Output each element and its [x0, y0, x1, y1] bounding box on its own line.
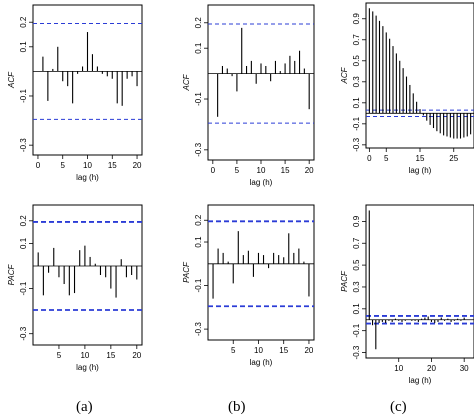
y-tick-label: -0.1 [19, 281, 28, 295]
x-tick-label: 15 [281, 166, 290, 175]
y-tick-label: 0.7 [352, 34, 361, 46]
y-axis-title: PACF [340, 270, 349, 292]
y-tick-label: 0.3 [352, 281, 361, 293]
x-tick-label: 25 [449, 154, 458, 163]
y-tick-label: -0.1 [194, 92, 203, 106]
y-tick-label: 0.7 [352, 237, 361, 249]
x-axis-title: lag (h) [409, 166, 432, 175]
x-tick-label: 20 [305, 166, 314, 175]
x-tick-label: 30 [460, 364, 469, 373]
x-tick-label: 10 [394, 364, 403, 373]
y-tick-label: 0.1 [19, 237, 28, 249]
plot-frame [207, 204, 315, 341]
y-tick-label: 0.9 [352, 13, 361, 25]
x-tick-label: 0 [367, 154, 372, 163]
a-pacf-chart: 5 10 15 20 -0.3 -0.1 0.1 0.2 lag (h) PACF [7, 204, 143, 372]
y-tick-label: -0.1 [19, 89, 28, 103]
y-tick-label: -0.3 [19, 326, 28, 340]
y-tick-label: 0.3 [352, 76, 361, 88]
y-tick-label: 0.2 [194, 17, 203, 29]
plot-frame [207, 4, 315, 161]
x-tick-label: 10 [254, 346, 263, 355]
x-tick-label: 15 [106, 351, 115, 360]
panel-label-b: (b) [228, 399, 246, 415]
x-tick-label: 20 [132, 351, 141, 360]
x-tick-label: 20 [304, 346, 313, 355]
x-tick-label: 5 [61, 161, 66, 170]
y-axis-title: ACF [340, 66, 349, 84]
panel-label-c: (c) [390, 399, 407, 415]
x-tick-label: 10 [257, 166, 266, 175]
x-tick-label: 15 [279, 346, 288, 355]
x-tick-label: 5 [57, 351, 62, 360]
y-axis-title: ACF [7, 71, 16, 89]
y-tick-label: 0.1 [19, 41, 28, 53]
plot-frame [365, 204, 474, 359]
x-tick-label: 0 [211, 166, 216, 175]
b-acf-chart: 0 5 10 15 20 -0.3 -0.1 0.1 0.2 lag (h) ACF [182, 4, 315, 187]
y-axis-title: ACF [182, 73, 191, 91]
x-tick-label: 10 [80, 351, 89, 360]
y-tick-label: 0.1 [352, 97, 361, 109]
x-axis-title: lag (h) [250, 178, 273, 187]
y-tick-label: 0.1 [352, 303, 361, 315]
x-axis-title: lag (h) [76, 173, 99, 182]
x-tick-label: 10 [83, 161, 92, 170]
x-tick-label: 0 [36, 161, 41, 170]
y-tick-label: 0.5 [352, 259, 361, 271]
y-tick-label: -0.3 [194, 322, 203, 336]
x-tick-label: 20 [427, 364, 436, 373]
y-tick-label: -0.3 [19, 138, 28, 152]
x-tick-label: 5 [235, 166, 240, 175]
y-tick-label: -0.1 [352, 116, 361, 130]
y-tick-label: -0.3 [352, 137, 361, 151]
y-tick-label: 0.9 [352, 215, 361, 227]
b-pacf-chart: 5 10 15 20 -0.3 -0.1 0.1 0.2 lag (h) PACF [182, 204, 315, 367]
x-tick-label: 20 [133, 161, 142, 170]
c-pacf-chart: 10 20 30 -0.3 -0.1 0.1 0.3 0.5 0.7 0.9 lag (h) PACF [340, 204, 474, 385]
y-axis-title: PACF [182, 261, 191, 283]
y-axis-title: PACF [7, 264, 16, 286]
plot-frame [32, 4, 143, 156]
y-tick-label: -0.3 [194, 142, 203, 156]
x-tick-label: 5 [231, 346, 236, 355]
x-tick-label: 15 [416, 154, 425, 163]
x-tick-label: 5 [384, 154, 389, 163]
plot-frame [32, 204, 143, 346]
plot-frame [365, 2, 474, 149]
y-tick-label: 0.2 [19, 215, 28, 227]
y-tick-label: 0.5 [352, 55, 361, 67]
y-tick-label: -0.1 [194, 278, 203, 292]
y-tick-label: 0.1 [194, 236, 203, 248]
y-tick-label: -0.3 [352, 345, 361, 359]
y-tick-label: 0.2 [194, 214, 203, 226]
y-tick-label: 0.1 [194, 42, 203, 54]
a-acf-chart: 0 5 10 15 20 -0.3 -0.1 0.1 0.2 lag (h) ACF [7, 4, 143, 182]
y-tick-label: -0.1 [352, 323, 361, 337]
x-axis-title: lag (h) [250, 358, 273, 367]
panel-label-a: (a) [76, 399, 93, 415]
x-axis-title: lag (h) [409, 376, 432, 385]
y-tick-label: 0.2 [19, 16, 28, 28]
c-acf-chart: 0 5 15 25 -0.3 -0.1 0.1 0.3 0.5 0.7 0.9 lag (h) ACF [340, 2, 474, 175]
x-axis-title: lag (h) [76, 363, 99, 372]
x-tick-label: 15 [108, 161, 117, 170]
